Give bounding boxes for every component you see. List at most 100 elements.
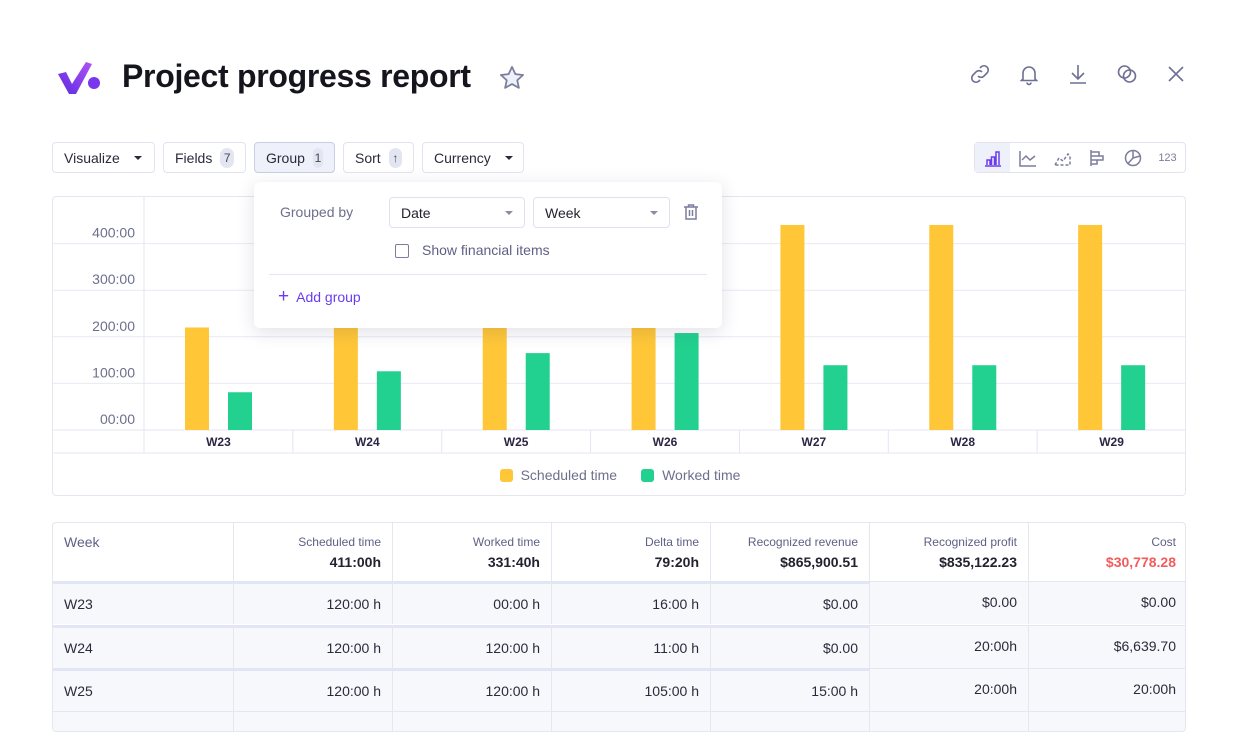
caret-down-icon [504, 155, 513, 160]
bar-worked-w28[interactable] [972, 365, 997, 430]
table-cell [1029, 711, 1185, 731]
bar-scheduled-w26[interactable] [631, 327, 656, 430]
table-cell [711, 711, 870, 731]
add-group-button[interactable]: + Add group [278, 286, 361, 307]
favorite-star-icon[interactable] [498, 64, 526, 92]
bar-scheduled-w23[interactable] [185, 327, 209, 430]
table-cell: $0.00 [711, 625, 870, 668]
x-tick-label: W25 [504, 435, 529, 449]
x-tick-label: W27 [802, 435, 827, 449]
area-chart-icon[interactable] [1045, 143, 1080, 172]
bar-worked-w25[interactable] [525, 353, 550, 430]
column-label: Cost [1151, 535, 1176, 549]
divider [269, 274, 707, 275]
column-header-scheduled-time[interactable]: Scheduled time 411:00h [234, 523, 393, 581]
group-button[interactable]: Group 1 [254, 142, 335, 173]
bar-scheduled-w28[interactable] [929, 224, 954, 430]
pie-chart-icon[interactable] [1115, 143, 1150, 172]
x-tick-label: W28 [950, 435, 975, 449]
bar-worked-w23[interactable] [228, 392, 252, 430]
sort-ascending-icon: ↑ [388, 147, 402, 168]
line-chart-icon[interactable] [1010, 143, 1045, 172]
column-total: 79:20h [654, 554, 699, 570]
group-popup: Grouped by Date Week Show financial item… [254, 182, 722, 328]
table-cell: 120:00 h [234, 625, 393, 668]
bar-worked-w29[interactable] [1121, 365, 1146, 430]
y-tick-label: 00:00 [100, 411, 135, 427]
table-cell [53, 711, 234, 731]
table-cell: $0.00 [1029, 581, 1185, 624]
table-cell: 00:00 h [393, 581, 552, 624]
table-cell: $0.00 [711, 581, 870, 624]
bar-chart-icon[interactable] [975, 143, 1010, 172]
column-total: $30,778.28 [1105, 554, 1176, 570]
horizontal-bar-icon[interactable] [1080, 143, 1115, 172]
group-field-select[interactable]: Date [389, 197, 525, 228]
bar-scheduled-w25[interactable] [482, 327, 507, 430]
bar-scheduled-w27[interactable] [780, 224, 805, 430]
table-cell [870, 711, 1029, 731]
table-cell: $6,639.70 [1029, 625, 1185, 668]
fields-count-badge: 7 [220, 147, 234, 168]
legend-label-scheduled: Scheduled time [520, 467, 618, 483]
column-label: Scheduled time [298, 535, 381, 549]
table-cell: 120:00 h [234, 668, 393, 711]
x-tick-label: W26 [653, 435, 678, 449]
table-cell: 120:00 h [393, 668, 552, 711]
y-tick-label: 400:00 [92, 225, 135, 241]
x-tick-label: W24 [355, 435, 380, 449]
column-header-week[interactable]: Week [53, 523, 234, 581]
table-cell: W23 [53, 581, 234, 624]
table-cell: 16:00 h [552, 581, 711, 624]
column-total: 411:00h [329, 554, 381, 570]
table-cell [393, 711, 552, 731]
table-cell: $0.00 [870, 581, 1029, 624]
column-header-worked-time[interactable]: Worked time 331:40h [393, 523, 552, 581]
bar-chart: 00:00 100:00 200:00 300:00 400:00 W23 W24 W25 W2… [53, 197, 1185, 454]
y-tick-label: 200:00 [92, 318, 135, 334]
download-icon[interactable] [1066, 62, 1090, 86]
column-label: Week [64, 534, 100, 550]
group-interval-select[interactable]: Week [533, 197, 670, 228]
column-header-recognized-profit[interactable]: Recognized profit $835,122.23 [870, 523, 1029, 581]
legend-item-scheduled[interactable]: Scheduled time [499, 467, 618, 483]
column-header-delta-time[interactable]: Delta time 79:20h [552, 523, 711, 581]
visualization-type-switcher: 123 [974, 142, 1186, 173]
table-cell: W24 [53, 625, 234, 668]
table-cell: 105:00 h [552, 668, 711, 711]
sort-label: Sort [355, 149, 381, 166]
caret-down-icon [133, 155, 142, 160]
column-header-recognized-revenue[interactable]: Recognized revenue $865,900.51 [711, 523, 870, 581]
currency-dropdown[interactable]: Currency [422, 142, 524, 173]
close-icon[interactable] [1164, 62, 1188, 86]
plus-icon: + [278, 286, 290, 307]
x-tick-label: W29 [1099, 435, 1124, 449]
y-tick-label: 300:00 [92, 271, 135, 287]
bell-icon[interactable] [1017, 62, 1041, 86]
caret-down-icon [505, 210, 513, 215]
bar-worked-w24[interactable] [376, 371, 401, 430]
bar-scheduled-w29[interactable] [1078, 224, 1103, 430]
column-total: $865,900.51 [780, 554, 858, 570]
group-field-value: Date [401, 204, 431, 221]
column-label: Delta time [644, 535, 699, 549]
link-icon[interactable] [968, 62, 992, 86]
column-label: Recognized profit [923, 535, 1017, 549]
column-label: Worked time [472, 535, 540, 549]
column-total: $835,122.23 [939, 554, 1017, 570]
bar-worked-w26[interactable] [674, 333, 699, 430]
visualize-dropdown[interactable]: Visualize [52, 142, 155, 173]
fields-button[interactable]: Fields 7 [163, 142, 246, 173]
table-cell [234, 711, 393, 731]
bar-worked-w27[interactable] [823, 365, 848, 430]
number-view-button[interactable]: 123 [1158, 151, 1177, 164]
show-financial-checkbox[interactable] [395, 244, 409, 258]
sort-button[interactable]: Sort ↑ [343, 142, 414, 173]
show-financial-label: Show financial items [422, 242, 550, 258]
legend-item-worked[interactable]: Worked time [641, 467, 740, 483]
column-header-cost[interactable]: Cost $30,778.28 [1029, 523, 1185, 581]
share-circles-icon[interactable] [1115, 62, 1139, 86]
trash-icon[interactable] [683, 203, 699, 226]
bar-scheduled-w24[interactable] [333, 327, 358, 430]
y-tick-label: 100:00 [92, 364, 135, 380]
